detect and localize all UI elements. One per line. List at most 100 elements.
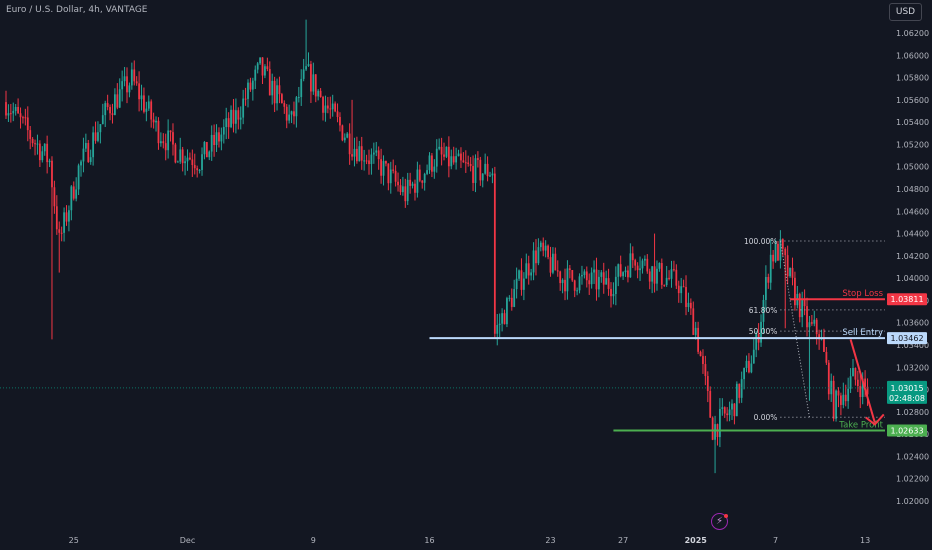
candle-body [431, 155, 433, 172]
candle-body [687, 302, 690, 308]
candle-body [864, 378, 866, 387]
candle-body [813, 319, 816, 324]
candle-body [38, 143, 41, 161]
candle-body [138, 83, 140, 100]
candle-body [181, 149, 184, 164]
candle-body [111, 113, 114, 115]
candle-body [794, 277, 796, 306]
candle-body [290, 111, 293, 115]
fib-level-label: 100.00% [744, 237, 777, 246]
candle-body [598, 276, 600, 290]
candle-body [157, 120, 160, 144]
candle-body [656, 268, 658, 284]
candle-body [738, 383, 741, 398]
candle-body [128, 85, 131, 93]
candle-body [256, 63, 259, 70]
candle-body [423, 173, 426, 183]
projection-arrow-head [865, 413, 885, 426]
candle-body [343, 137, 346, 141]
candle-body [731, 403, 733, 410]
candle-body [527, 263, 530, 276]
candle-body [249, 82, 252, 90]
candle-body [832, 380, 835, 419]
candle-body [827, 362, 830, 395]
candle-body [7, 113, 10, 116]
candle-body [740, 379, 743, 398]
candle-body [9, 113, 12, 115]
candle-body [43, 143, 46, 152]
candle-body [464, 162, 467, 164]
candle-body [837, 390, 840, 396]
candle-body [114, 94, 116, 115]
candle-body [84, 142, 87, 149]
candle-body [164, 143, 167, 151]
candle-body [264, 66, 266, 76]
candle-body [474, 158, 477, 183]
candle-body [460, 153, 462, 161]
x-tick-label: 2025 [685, 536, 708, 545]
candle-body [489, 175, 491, 177]
candle-body [636, 265, 639, 271]
candle-body [273, 80, 276, 104]
candle-body [184, 161, 186, 164]
candle-body [542, 242, 545, 251]
candle-body [130, 69, 133, 86]
candle-body [762, 299, 765, 322]
candle-body [769, 254, 772, 283]
candle-body [653, 266, 656, 284]
candle-body [808, 322, 811, 328]
y-tick-label: 1.05000 [896, 163, 929, 172]
candle-body [421, 180, 424, 183]
candle-body [840, 395, 842, 405]
y-tick-label: 1.06200 [896, 29, 929, 38]
candle-body [213, 134, 216, 146]
candle-body [302, 69, 305, 79]
price-tag-label: 1.02633 [890, 426, 923, 435]
candle-body [428, 155, 431, 171]
candle-body [849, 376, 852, 389]
y-tick-label: 1.04800 [896, 185, 929, 194]
candle-body [733, 403, 736, 417]
candle-body [203, 141, 206, 155]
currency-button[interactable]: USD [889, 3, 922, 21]
candle-body [704, 364, 707, 377]
candle-body [104, 103, 107, 116]
candle-body [404, 186, 407, 202]
y-tick-label: 1.04200 [896, 252, 929, 261]
candle-body [322, 97, 324, 113]
candle-body [651, 266, 654, 282]
candle-body [268, 69, 271, 96]
candle-body [803, 299, 806, 307]
candle-body [573, 280, 576, 291]
candle-body [198, 169, 201, 171]
price-tag-label: 1.03811 [890, 295, 923, 304]
candle-body [702, 356, 704, 365]
candle-body [174, 144, 177, 163]
candle-body [80, 161, 82, 166]
candle-body [143, 95, 145, 112]
candle-body [26, 117, 29, 131]
lightning-bolt-icon[interactable]: ⚡ [711, 513, 728, 530]
candle-body [552, 253, 554, 273]
candle-body [583, 271, 586, 276]
candle-body [777, 243, 779, 261]
candle-body [29, 130, 32, 139]
candle-body [578, 276, 581, 291]
candle-body [326, 105, 329, 109]
candle-body [818, 334, 821, 340]
candle-body [53, 187, 56, 207]
candle-body [220, 134, 223, 142]
candle-body [189, 157, 191, 160]
countdown-label: 02:48:08 [889, 394, 925, 403]
candle-body [225, 118, 228, 128]
candle-body [467, 162, 470, 164]
fib-level-label: 0.00% [754, 413, 778, 422]
candle-body [118, 89, 121, 108]
candle-body [854, 368, 857, 380]
x-tick-label: 7 [773, 536, 778, 545]
candle-body [17, 106, 19, 114]
candle-body [566, 268, 569, 292]
candle-body [14, 106, 17, 111]
candle-body [222, 127, 225, 135]
